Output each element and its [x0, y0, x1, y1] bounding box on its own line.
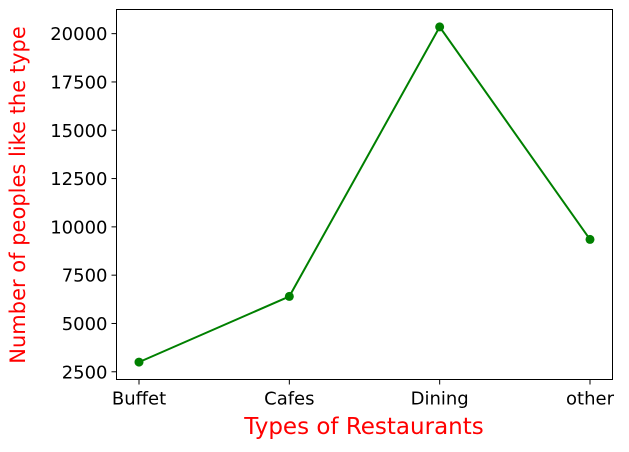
- y-tick-label: 20000: [50, 24, 107, 45]
- y-tick-label: 5000: [62, 314, 108, 335]
- data-point: [435, 22, 445, 32]
- series-line: [138, 25, 591, 364]
- x-tick-label: Buffet: [112, 389, 166, 410]
- y-tick-label: 7500: [62, 266, 108, 287]
- data-point: [585, 234, 595, 244]
- data-point: [284, 291, 294, 301]
- y-tick-label: 17500: [50, 72, 107, 93]
- x-tick-label: other: [566, 389, 615, 410]
- y-tick-label: 12500: [50, 169, 107, 190]
- y-tick-label: 10000: [50, 217, 107, 238]
- x-axis-label: Types of Restaurants: [243, 414, 484, 440]
- axis-ticks: 2500 5000 7500 10000 12500 15000 17500 20000 Buf…: [50, 24, 614, 409]
- data-point: [134, 357, 144, 367]
- y-tick-label: 2500: [62, 362, 108, 383]
- series-layer: [134, 22, 595, 367]
- plot-frame: [116, 9, 613, 380]
- x-tick-label: Cafes: [264, 389, 314, 410]
- y-axis-label: Number of peoples like the type: [6, 26, 30, 363]
- y-tick-label: 15000: [50, 121, 107, 142]
- x-tick-label: Dining: [411, 389, 469, 410]
